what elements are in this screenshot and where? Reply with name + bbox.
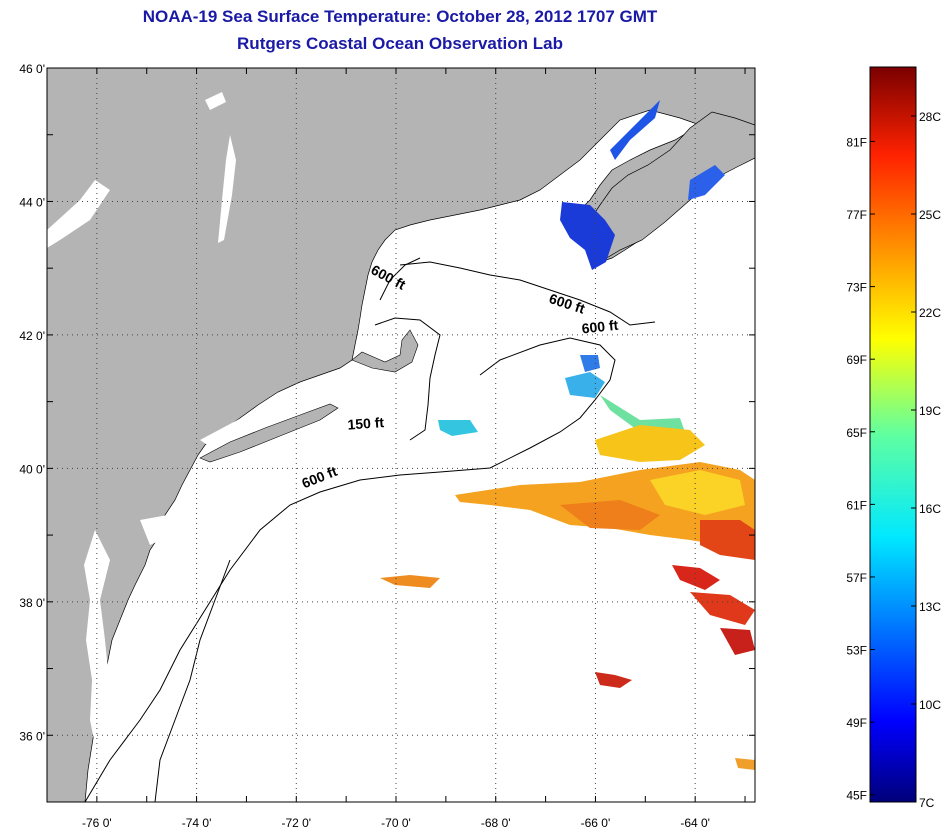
lake-ontario-edge xyxy=(47,180,110,248)
colorbar-c-label: 13C xyxy=(919,600,941,614)
longitude-labels: -76 0' -74 0' -72 0' -70 0' -68 0' -66 0' -64 … xyxy=(82,816,710,830)
lat-label: 42 0' xyxy=(19,329,45,343)
latitude-labels: 46 0' 44 0' 42 0' 40 0' 38 0' 36 0' xyxy=(19,62,45,743)
colorbar-c-label: 25C xyxy=(919,208,941,222)
graticule xyxy=(47,68,755,802)
colorbar-f-label: 65F xyxy=(846,426,867,440)
lon-label: -76 0' xyxy=(82,816,112,830)
bathymetry-contours xyxy=(84,257,656,802)
colorbar-f-label: 69F xyxy=(846,353,867,367)
lat-label: 46 0' xyxy=(19,62,45,76)
lon-label: -70 0' xyxy=(381,816,411,830)
lat-label: 38 0' xyxy=(19,596,45,610)
colorbar-f-label: 57F xyxy=(846,571,867,585)
nova-scotia xyxy=(584,111,755,263)
lon-label: -66 0' xyxy=(581,816,611,830)
colorbar-c-label: 22C xyxy=(919,306,941,320)
frame-ticks xyxy=(47,67,755,803)
delaware-bay xyxy=(140,515,172,545)
lon-label: -68 0' xyxy=(481,816,511,830)
lat-label: 36 0' xyxy=(19,729,45,743)
map-frame xyxy=(46,67,756,803)
cape-cod xyxy=(351,329,419,373)
colorbar-fahrenheit-labels: 81F 77F 73F 69F 65F 61F 57F 53F 49F 45F xyxy=(846,135,875,803)
map-title: NOAA-19 Sea Surface Temperature: October… xyxy=(142,7,658,26)
colorbar-c-label: 19C xyxy=(919,404,941,418)
long-island xyxy=(199,403,339,463)
colorbar-f-label: 77F xyxy=(846,208,867,222)
colorbar-c-label: 10C xyxy=(919,698,941,712)
colorbar-f-label: 45F xyxy=(846,789,867,803)
colorbar-f-label: 53F xyxy=(846,644,867,658)
colorbar-celsius-labels: 28C 25C 22C 19C 16C 13C 10C 7C xyxy=(911,110,941,810)
contour-label: 150 ft xyxy=(347,414,385,433)
colorbar-c-label: 28C xyxy=(919,110,941,124)
sst-data xyxy=(380,100,755,770)
colorbar-c-label: 7C xyxy=(919,796,935,810)
lake-champlain xyxy=(218,135,236,243)
colorbar-f-label: 49F xyxy=(846,716,867,730)
map-subtitle: Rutgers Coastal Ocean Observation Lab xyxy=(237,34,563,53)
colorbar xyxy=(869,66,917,803)
colorbar-f-label: 81F xyxy=(846,135,867,149)
lat-label: 44 0' xyxy=(19,195,45,209)
long-island-sound xyxy=(200,395,310,450)
colorbar-c-label: 16C xyxy=(919,502,941,516)
lon-label: -74 0' xyxy=(182,816,212,830)
lake-small xyxy=(205,92,226,110)
colorbar-f-label: 61F xyxy=(846,498,867,512)
contour-label: 600 ft xyxy=(581,317,619,337)
lat-label: 40 0' xyxy=(19,462,45,476)
colorbar-f-label: 73F xyxy=(846,281,867,295)
chesapeake-bay xyxy=(84,530,110,760)
lon-label: -72 0' xyxy=(281,816,311,830)
lon-label: -64 0' xyxy=(680,816,710,830)
